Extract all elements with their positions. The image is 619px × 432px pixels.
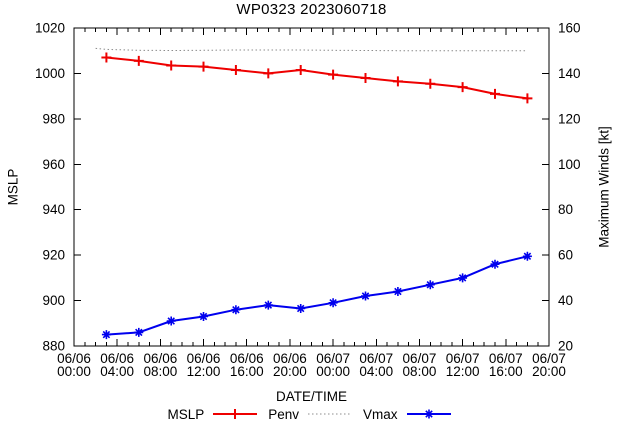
legend: MSLP Penv Vmax <box>0 406 619 422</box>
svg-text:1000: 1000 <box>35 66 65 81</box>
svg-text:80: 80 <box>558 202 573 217</box>
svg-text:06/07: 06/07 <box>446 351 480 366</box>
legend-label-vmax: Vmax <box>363 406 398 422</box>
svg-text:1020: 1020 <box>35 21 65 36</box>
svg-text:12:00: 12:00 <box>187 364 221 379</box>
svg-text:16:00: 16:00 <box>230 364 264 379</box>
svg-text:08:00: 08:00 <box>403 364 437 379</box>
svg-text:00:00: 00:00 <box>316 364 350 379</box>
legend-label-penv: Penv <box>268 406 300 422</box>
svg-text:20: 20 <box>558 339 573 354</box>
svg-text:120: 120 <box>558 111 581 126</box>
svg-text:06/06: 06/06 <box>57 351 91 366</box>
legend-item-penv: Penv <box>268 406 353 422</box>
svg-text:100: 100 <box>558 157 581 172</box>
svg-text:04:00: 04:00 <box>359 364 393 379</box>
legend-item-mslp: MSLP <box>167 406 258 422</box>
legend-label-mslp: MSLP <box>167 406 205 422</box>
svg-text:980: 980 <box>42 111 65 126</box>
svg-text:880: 880 <box>42 339 65 354</box>
svg-text:40: 40 <box>558 293 573 308</box>
legend-item-vmax: Vmax <box>363 406 452 422</box>
svg-text:60: 60 <box>558 248 573 263</box>
svg-text:06/07: 06/07 <box>403 351 437 366</box>
svg-text:06/06: 06/06 <box>143 351 177 366</box>
svg-text:06/06: 06/06 <box>273 351 307 366</box>
svg-text:16:00: 16:00 <box>489 364 523 379</box>
svg-text:960: 960 <box>42 157 65 172</box>
svg-text:06/07: 06/07 <box>359 351 393 366</box>
svg-text:00:00: 00:00 <box>57 364 91 379</box>
svg-text:920: 920 <box>42 248 65 263</box>
svg-text:140: 140 <box>558 66 581 81</box>
svg-text:940: 940 <box>42 202 65 217</box>
legend-sample-vmax-line <box>406 409 451 419</box>
y-axis-label-left: MSLP <box>5 168 21 206</box>
y-axis-label-right: Maximum Winds [kt] <box>596 126 612 248</box>
svg-text:20:00: 20:00 <box>273 364 307 379</box>
svg-text:06/07: 06/07 <box>532 351 566 366</box>
svg-text:04:00: 04:00 <box>100 364 134 379</box>
legend-sample-penv-line <box>308 413 353 415</box>
svg-text:20:00: 20:00 <box>532 364 566 379</box>
svg-text:06/07: 06/07 <box>316 351 350 366</box>
x-axis-label: DATE/TIME <box>275 389 347 404</box>
svg-text:12:00: 12:00 <box>446 364 480 379</box>
svg-text:160: 160 <box>558 21 581 36</box>
chart-title: WP0323 2023060718 <box>236 1 387 18</box>
svg-text:06/06: 06/06 <box>187 351 221 366</box>
svg-text:900: 900 <box>42 293 65 308</box>
svg-text:06/06: 06/06 <box>100 351 134 366</box>
svg-text:06/07: 06/07 <box>489 351 523 366</box>
svg-text:08:00: 08:00 <box>143 364 177 379</box>
legend-sample-mslp-line <box>213 409 258 419</box>
svg-text:06/06: 06/06 <box>230 351 264 366</box>
